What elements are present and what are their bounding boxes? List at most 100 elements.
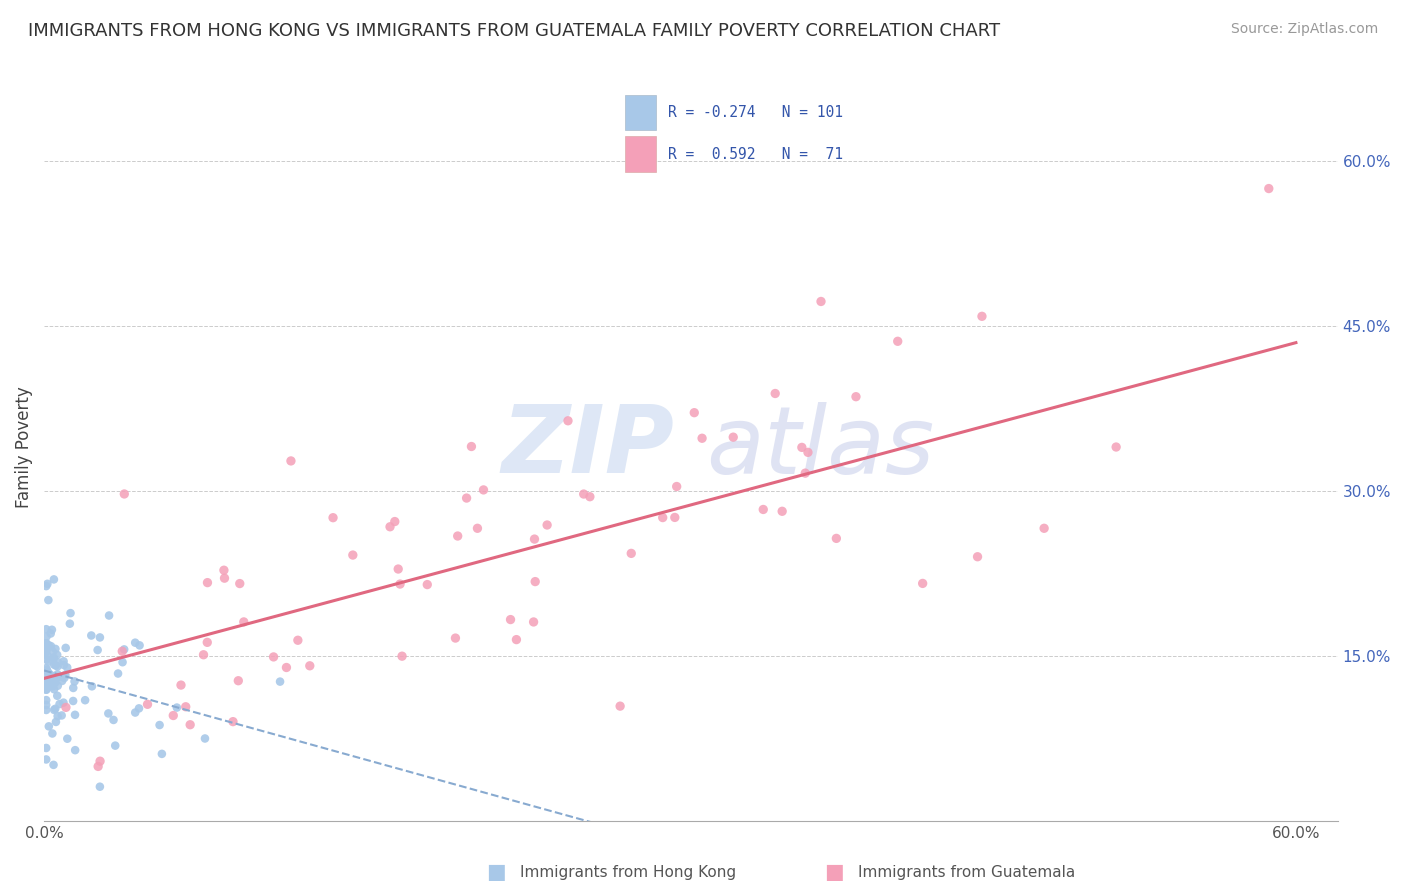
Point (222, 714, 245, 729)
Point (44, 702, 66, 716)
Point (75, 693, 97, 707)
Point (35, 630, 58, 644)
Point (56, 660, 79, 674)
Point (35, 652, 58, 666)
Point (48, 697, 70, 711)
Point (810, 294, 832, 309)
Point (46, 667, 69, 681)
Point (150, 747, 173, 761)
Point (790, 441, 813, 455)
Point (52, 658, 75, 673)
Point (298, 658, 321, 673)
Point (46, 689, 69, 703)
Point (37, 665, 59, 680)
Point (460, 440, 482, 454)
Point (911, 576, 934, 591)
Point (263, 649, 285, 664)
Text: IMMIGRANTS FROM HONG KONG VS IMMIGRANTS FROM GUATEMALA FAMILY POVERTY CORRELATIO: IMMIGRANTS FROM HONG KONG VS IMMIGRANTS … (28, 22, 1000, 40)
Point (557, 414, 579, 428)
Point (38, 638, 60, 652)
Point (63, 707, 86, 722)
Point (797, 445, 820, 459)
Point (444, 631, 467, 645)
Point (523, 615, 546, 629)
Point (524, 574, 547, 589)
Y-axis label: Family Poverty: Family Poverty (15, 386, 32, 508)
Point (35, 698, 58, 712)
Point (62, 694, 84, 708)
Text: Immigrants from Guatemala: Immigrants from Guatemala (858, 865, 1076, 880)
Point (42, 679, 65, 693)
Text: ■: ■ (486, 863, 506, 882)
Point (456, 491, 478, 505)
Point (1105, 440, 1128, 454)
Point (197, 575, 219, 590)
Point (80, 679, 103, 693)
Point (42, 657, 65, 672)
Point (391, 649, 413, 664)
Point (41, 669, 63, 683)
Point (62, 681, 84, 695)
Point (42, 573, 65, 587)
Point (499, 613, 522, 627)
Point (416, 577, 439, 591)
Point (46, 659, 69, 673)
Point (35, 682, 58, 697)
Point (124, 706, 146, 720)
Point (44, 675, 66, 690)
Point (387, 562, 409, 576)
Point (107, 666, 129, 681)
Point (572, 487, 595, 501)
Point (280, 454, 302, 468)
Point (536, 518, 558, 533)
Point (752, 502, 775, 516)
Point (53, 671, 76, 685)
Point (170, 678, 193, 692)
Point (193, 648, 215, 662)
Point (80, 628, 103, 642)
Point (226, 673, 249, 688)
Point (1257, 181, 1279, 195)
Point (55, 700, 77, 714)
Point (41, 726, 63, 740)
Point (128, 639, 150, 653)
Point (46, 679, 69, 693)
Point (770, 504, 793, 518)
Point (44, 673, 66, 687)
Point (229, 576, 252, 591)
Point (886, 334, 908, 349)
Text: R = -0.274   N = 101: R = -0.274 N = 101 (668, 105, 844, 120)
Point (37, 593, 59, 607)
Point (35, 663, 58, 677)
Point (149, 718, 172, 732)
Text: atlas: atlas (706, 401, 935, 492)
Point (35, 622, 58, 636)
Point (162, 708, 184, 723)
Point (63, 743, 86, 757)
Point (42, 645, 65, 659)
Point (174, 699, 197, 714)
Point (37, 655, 59, 669)
Point (45, 658, 67, 673)
Point (124, 635, 146, 649)
Point (212, 563, 235, 577)
Text: ■: ■ (824, 863, 844, 882)
Point (579, 490, 602, 504)
Point (505, 632, 527, 647)
Point (39, 639, 62, 653)
Point (46, 656, 69, 670)
Point (42, 651, 65, 665)
Point (723, 430, 745, 444)
Point (42, 650, 65, 665)
Point (46, 670, 69, 684)
Point (384, 515, 406, 529)
Point (269, 674, 291, 689)
Point (46, 648, 69, 662)
Point (89, 631, 111, 645)
Text: R =  0.592   N =  71: R = 0.592 N = 71 (668, 147, 844, 161)
Point (35, 741, 58, 756)
Point (763, 386, 786, 401)
Point (322, 510, 344, 524)
Point (63, 674, 86, 689)
Point (609, 699, 631, 714)
